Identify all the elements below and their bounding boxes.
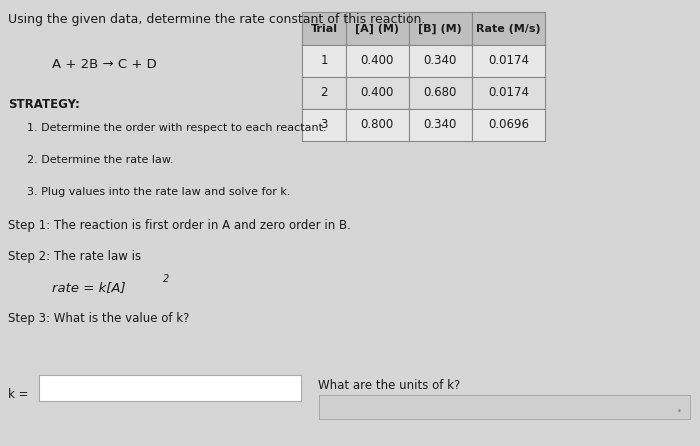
Text: Step 3: What is the value of k?: Step 3: What is the value of k? [8, 312, 190, 325]
Text: Rate (M/s): Rate (M/s) [476, 24, 541, 33]
Text: STRATEGY:: STRATEGY: [8, 98, 81, 111]
Text: A + 2B → C + D: A + 2B → C + D [52, 58, 158, 71]
Text: k =: k = [8, 388, 29, 401]
Text: 3: 3 [321, 118, 328, 132]
Text: Trial: Trial [311, 24, 337, 33]
Text: [B] (M): [B] (M) [419, 23, 462, 34]
Text: Step 2: The rate law is: Step 2: The rate law is [8, 250, 141, 263]
Text: 0.340: 0.340 [424, 118, 457, 132]
Text: What are the units of k?: What are the units of k? [318, 379, 461, 392]
Text: [A] (M): [A] (M) [356, 23, 399, 34]
Text: 0.400: 0.400 [360, 86, 394, 99]
Text: 0.400: 0.400 [360, 54, 394, 67]
Text: 3. Plug values into the rate law and solve for k.: 3. Plug values into the rate law and sol… [27, 187, 290, 197]
Text: 0.0696: 0.0696 [488, 118, 529, 132]
Text: 2: 2 [163, 274, 169, 284]
Text: rate = k[A]: rate = k[A] [52, 281, 126, 294]
Text: Using the given data, determine the rate constant of this reaction.: Using the given data, determine the rate… [8, 13, 426, 26]
Text: 0.0174: 0.0174 [488, 54, 529, 67]
Text: Step 1: The reaction is first order in A and zero order in B.: Step 1: The reaction is first order in A… [8, 219, 351, 231]
Text: 2: 2 [321, 86, 328, 99]
Text: 2. Determine the rate law.: 2. Determine the rate law. [27, 155, 173, 165]
Text: 0.340: 0.340 [424, 54, 457, 67]
Text: 0.800: 0.800 [360, 118, 394, 132]
Text: •: • [677, 407, 682, 416]
Text: 0.0174: 0.0174 [488, 86, 529, 99]
Text: 1: 1 [321, 54, 328, 67]
Text: 0.680: 0.680 [424, 86, 457, 99]
Text: 1. Determine the order with respect to each reactant.: 1. Determine the order with respect to e… [27, 123, 326, 132]
